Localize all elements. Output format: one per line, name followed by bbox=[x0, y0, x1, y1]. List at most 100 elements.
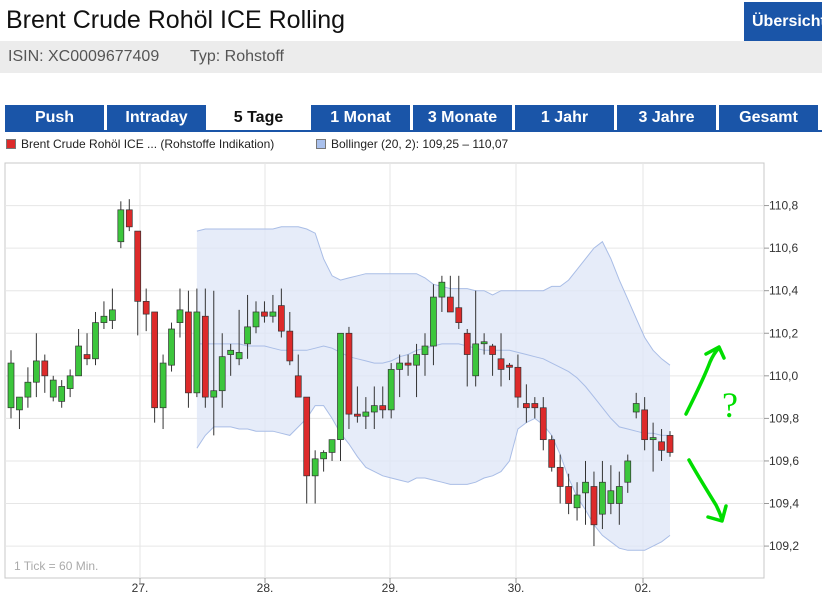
candle-body bbox=[218, 356, 226, 392]
candle-body bbox=[286, 330, 294, 362]
candle-body bbox=[32, 360, 40, 383]
tab-5-tage[interactable]: 5 Tage bbox=[209, 105, 308, 130]
candle-body bbox=[556, 466, 564, 487]
candle-body bbox=[159, 362, 167, 409]
tab-intraday[interactable]: Intraday bbox=[107, 105, 206, 130]
candle-body bbox=[396, 362, 403, 370]
legend-price-label: Brent Crude Rohöl ICE ... (Rohstoffe Ind… bbox=[21, 137, 275, 151]
y-tick-label: 109,2 bbox=[769, 539, 799, 553]
annotation-down-arrow bbox=[687, 458, 724, 522]
candle-body bbox=[109, 309, 116, 321]
candle-body bbox=[590, 486, 598, 526]
candle-body bbox=[472, 343, 480, 377]
candle-body bbox=[176, 309, 184, 323]
candle-body bbox=[58, 386, 66, 402]
candle-body bbox=[75, 345, 82, 377]
candle-body bbox=[7, 362, 15, 409]
candle-body bbox=[193, 311, 201, 394]
candle-body bbox=[345, 332, 353, 415]
candle-body bbox=[261, 311, 268, 317]
candle-body bbox=[41, 360, 49, 377]
candle-body bbox=[489, 345, 496, 355]
y-tick-label: 110,0 bbox=[769, 369, 798, 383]
tab-3-monate[interactable]: 3 Monate bbox=[413, 105, 512, 130]
candle-body bbox=[235, 352, 243, 360]
candle-body bbox=[370, 405, 378, 413]
candle-body bbox=[311, 458, 319, 477]
candle-body bbox=[514, 366, 522, 398]
tick-interval-note: 1 Tick = 60 Min. bbox=[14, 559, 98, 573]
candle-body bbox=[421, 345, 429, 355]
x-tick-label: 29. bbox=[382, 581, 399, 595]
annotation-up-arrow bbox=[684, 346, 721, 416]
info-bar: ISIN: XC0009677409 Typ: Rohstoff bbox=[0, 41, 822, 73]
candle-body bbox=[83, 354, 91, 360]
candle-body bbox=[278, 305, 285, 332]
candle-body bbox=[658, 441, 665, 451]
annotation-question-mark: ? bbox=[722, 385, 738, 425]
candle-body bbox=[430, 296, 437, 347]
y-tick-label: 109,4 bbox=[769, 497, 799, 511]
legend-bollinger-label: Bollinger (20, 2): 109,25 – 110,07 bbox=[331, 137, 509, 151]
candle-body bbox=[413, 354, 420, 366]
legend-bollinger-swatch bbox=[316, 139, 326, 149]
candle-body bbox=[539, 407, 547, 441]
annotation-up-arrowhead bbox=[704, 345, 726, 360]
candle-body bbox=[387, 369, 395, 411]
candle-body bbox=[151, 311, 158, 409]
candle-body bbox=[641, 409, 649, 441]
candle-body bbox=[24, 381, 32, 398]
candle-body bbox=[455, 307, 463, 323]
candle-body bbox=[379, 405, 387, 411]
candle-body bbox=[354, 413, 361, 417]
tab-underline bbox=[5, 130, 822, 132]
candle-body bbox=[244, 326, 251, 345]
candle-body bbox=[446, 296, 454, 313]
bollinger-band-area bbox=[196, 226, 670, 551]
candle-body bbox=[607, 490, 615, 504]
candle-body bbox=[201, 315, 209, 398]
candle-body bbox=[649, 437, 657, 441]
tab-push[interactable]: Push bbox=[5, 105, 104, 130]
tab-1-jahr[interactable]: 1 Jahr bbox=[515, 105, 614, 130]
candle-body bbox=[565, 486, 572, 504]
candle-body bbox=[599, 481, 606, 515]
candle-body bbox=[227, 349, 235, 355]
tab-3-jahre[interactable]: 3 Jahre bbox=[617, 105, 716, 130]
candle-body bbox=[463, 332, 471, 355]
candle-body bbox=[168, 328, 175, 366]
candle-body bbox=[49, 379, 57, 398]
candle-body bbox=[294, 375, 302, 398]
legend-price: Brent Crude Rohöl ICE ... (Rohstoffe Ind… bbox=[6, 137, 274, 151]
y-tick-label: 110,2 bbox=[769, 326, 798, 340]
y-tick-label: 109,8 bbox=[769, 411, 799, 425]
candle-body bbox=[632, 403, 640, 413]
candle-body bbox=[404, 362, 412, 366]
y-tick-label: 109,6 bbox=[769, 454, 799, 468]
candle-body bbox=[134, 230, 142, 302]
candle-body bbox=[100, 315, 108, 323]
candle-body bbox=[269, 311, 277, 317]
candle-body bbox=[320, 452, 327, 460]
legend-bollinger: Bollinger (20, 2): 109,25 – 110,07 bbox=[316, 137, 508, 151]
candle-body bbox=[66, 375, 74, 389]
candle-body bbox=[624, 460, 632, 483]
x-tick-label: 30. bbox=[508, 581, 525, 595]
overview-button[interactable]: Übersicht bbox=[744, 2, 822, 41]
candle-body bbox=[438, 281, 446, 298]
candle-body bbox=[531, 403, 539, 409]
tab-1-monat[interactable]: 1 Monat bbox=[311, 105, 410, 130]
tab-gesamt[interactable]: Gesamt bbox=[719, 105, 818, 130]
candle-body bbox=[328, 439, 336, 453]
x-tick-label: 28. bbox=[257, 581, 274, 595]
candle-body bbox=[548, 439, 556, 468]
x-tick-label: 27. bbox=[132, 581, 149, 595]
y-tick-label: 110,8 bbox=[769, 199, 798, 213]
candle-body bbox=[523, 403, 530, 409]
y-tick-label: 110,6 bbox=[769, 241, 798, 255]
candle-body bbox=[666, 435, 674, 453]
candle-body bbox=[582, 481, 589, 494]
x-tick-label: 02. bbox=[635, 581, 652, 595]
candle-body bbox=[303, 396, 311, 477]
